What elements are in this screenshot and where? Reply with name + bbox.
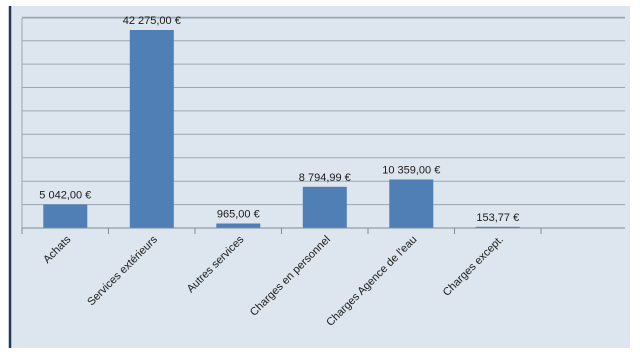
- bars: [43, 30, 520, 228]
- bar-value-label: 5 042,00 €: [39, 189, 91, 201]
- bar-value-label: 153,77 €: [476, 212, 519, 224]
- bar-value-label: 8 794,99 €: [299, 172, 351, 184]
- x-axis: [21, 227, 625, 234]
- bar: [302, 186, 347, 228]
- gridlines: [21, 16, 625, 229]
- bar: [216, 223, 261, 228]
- bar: [43, 204, 88, 228]
- value-labels: 5 042,00 € 42 275,00 € 965,00 € 8 794,99 € 1…: [39, 15, 519, 224]
- bar-value-label: 10 359,00 €: [382, 165, 440, 177]
- bar: [389, 179, 434, 228]
- chart-area-background: [10, 6, 630, 348]
- bar: [475, 226, 520, 228]
- bar-value-label: 42 275,00 €: [123, 15, 181, 27]
- bar-value-label: 965,00 €: [217, 209, 260, 221]
- bar: [129, 30, 174, 228]
